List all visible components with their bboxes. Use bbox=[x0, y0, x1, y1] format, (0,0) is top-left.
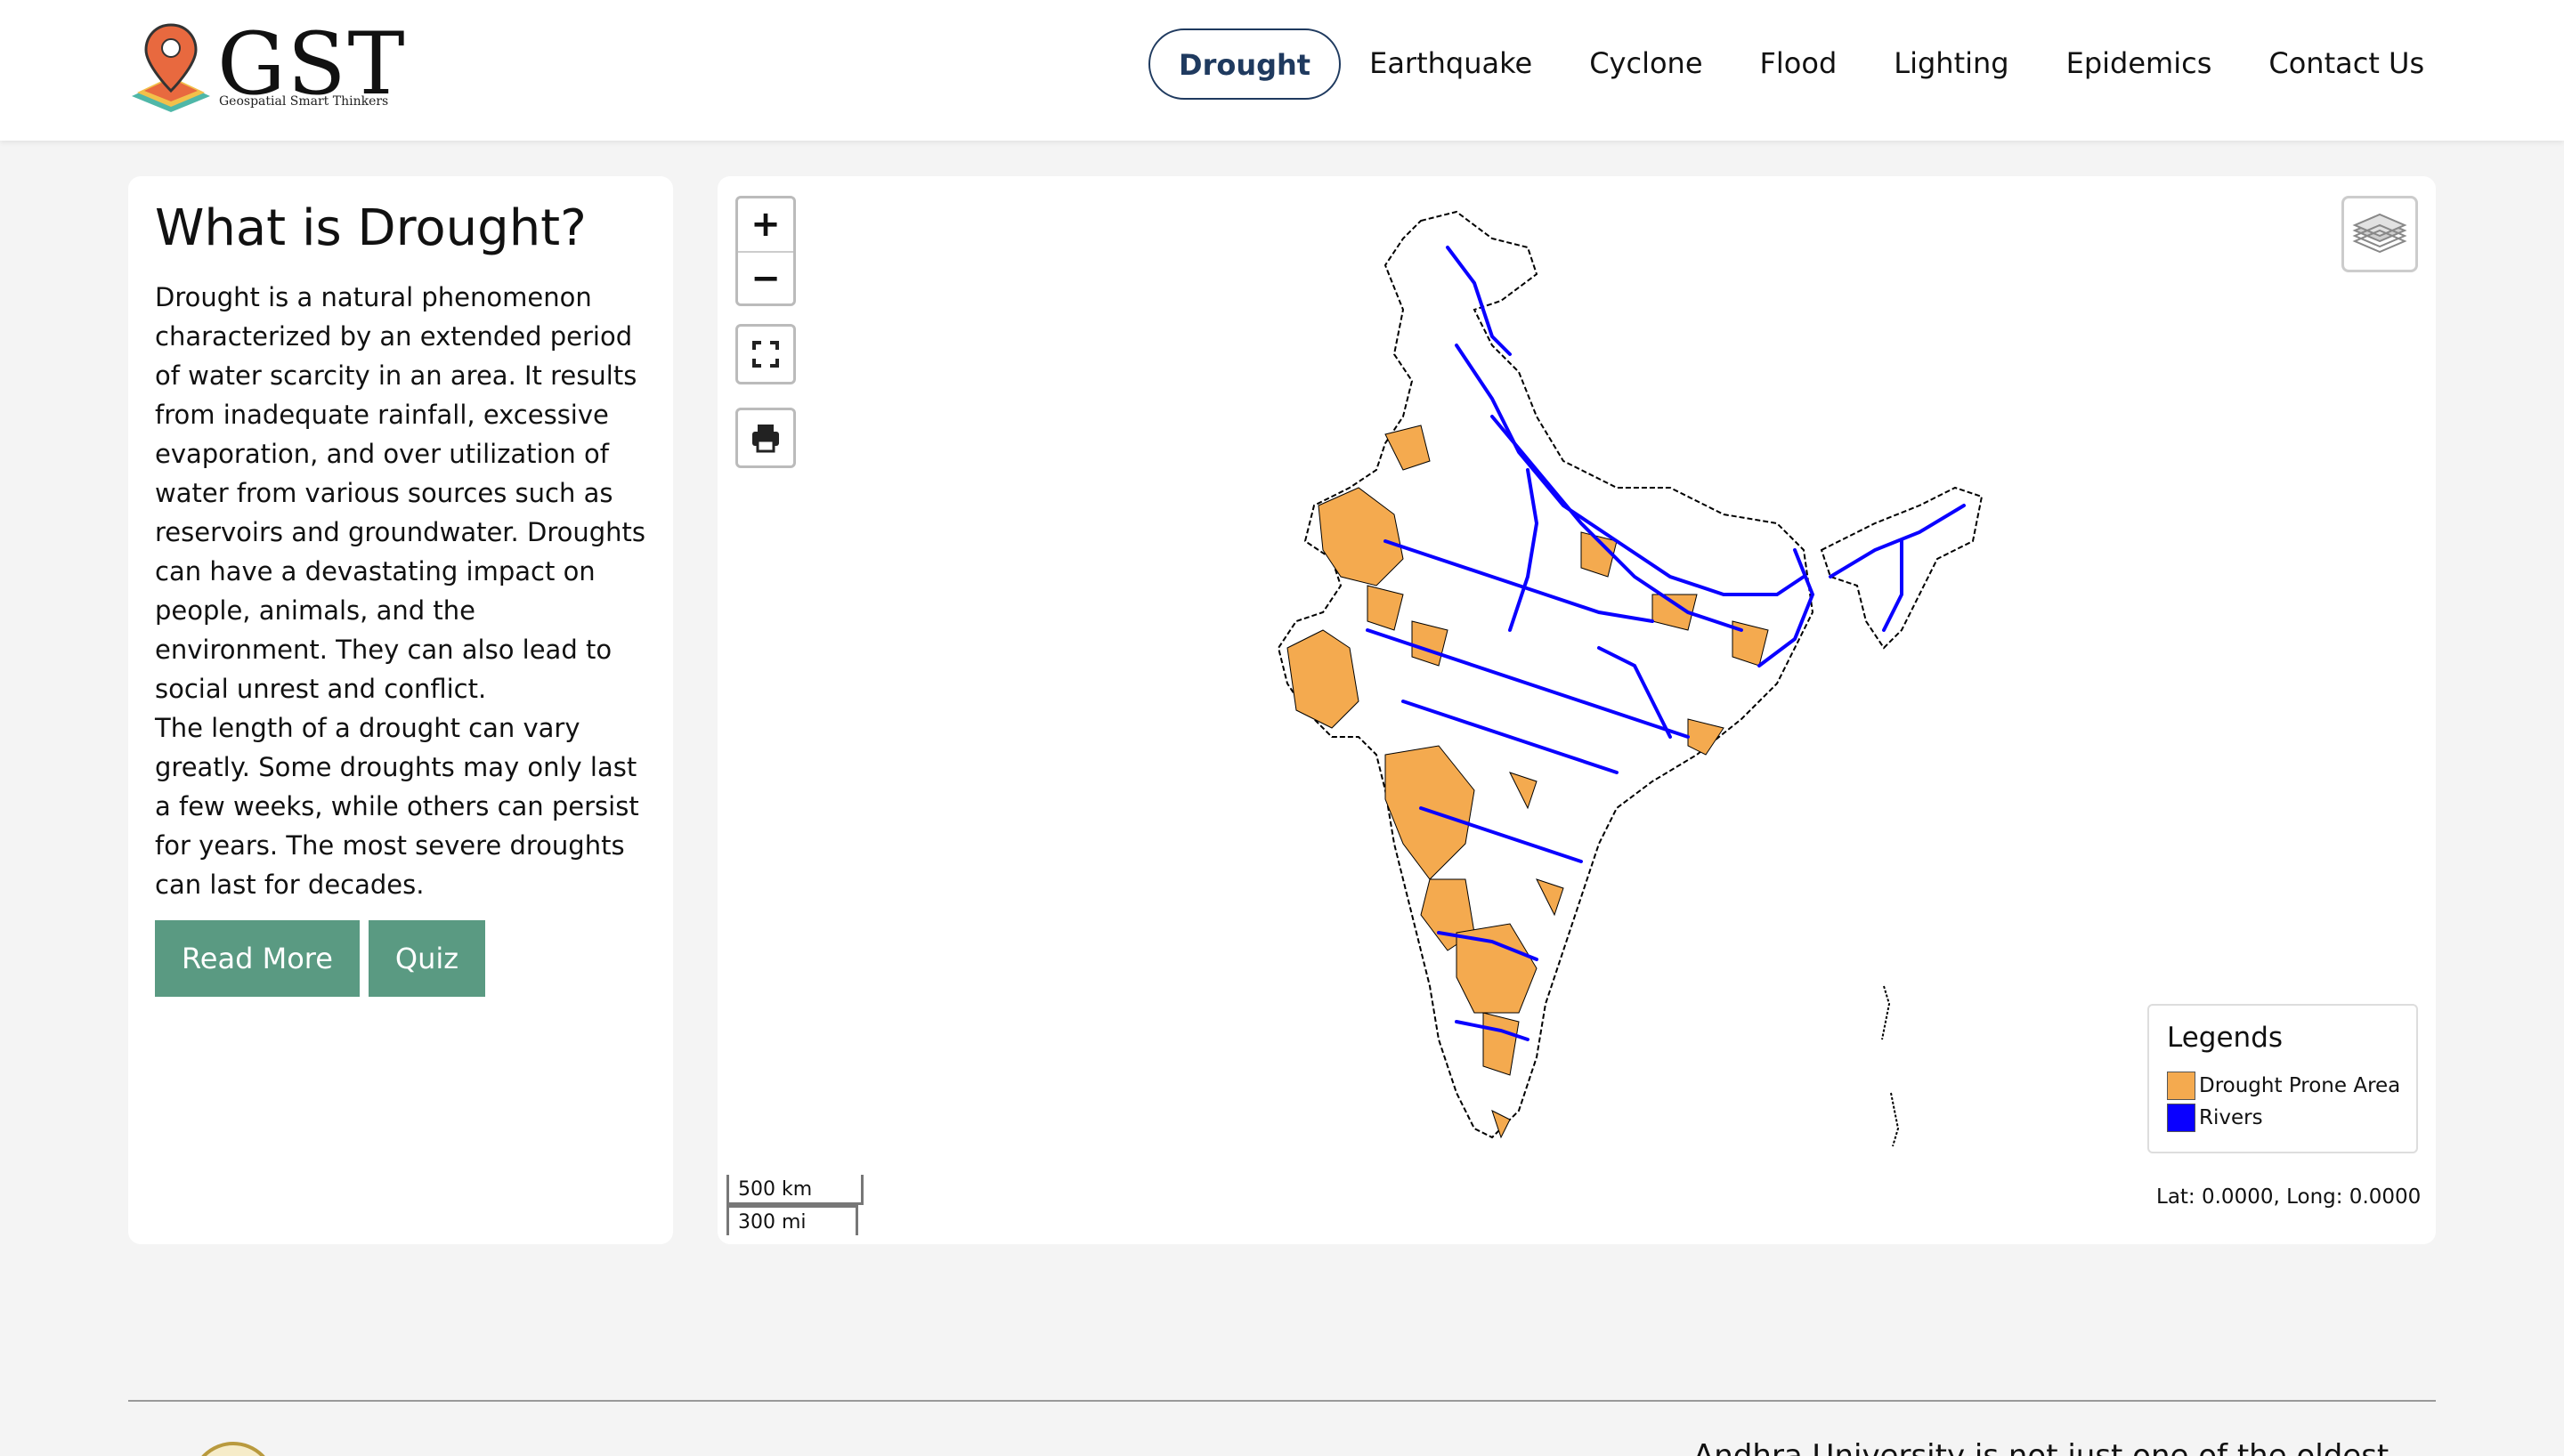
legend-item-drought: Drought Prone Area bbox=[2167, 1072, 2400, 1100]
quiz-button[interactable]: Quiz bbox=[368, 920, 486, 997]
site-logo[interactable]: GST Geospatial Smart Thinkers bbox=[128, 20, 404, 117]
nav-drought[interactable]: Drought bbox=[1148, 28, 1342, 100]
footer-divider bbox=[128, 1400, 2436, 1402]
layers-icon bbox=[2352, 213, 2407, 254]
map-panel[interactable]: + − bbox=[718, 176, 2436, 1244]
coordinate-readout: Lat: 0.0000, Long: 0.0000 bbox=[2156, 1185, 2422, 1209]
zoom-in-button[interactable]: + bbox=[751, 204, 781, 245]
rivers-swatch bbox=[2167, 1104, 2195, 1132]
legend-rivers-label: Rivers bbox=[2199, 1106, 2263, 1129]
nav-earthquake[interactable]: Earthquake bbox=[1369, 46, 1533, 80]
india-map[interactable] bbox=[1118, 203, 2008, 1200]
drought-swatch bbox=[2167, 1072, 2195, 1100]
info-title: What is Drought? bbox=[155, 199, 587, 257]
nav-epidemics[interactable]: Epidemics bbox=[2065, 46, 2212, 80]
info-paragraph-1: Drought is a natural phenomenon characte… bbox=[155, 282, 645, 704]
india-boundary bbox=[1277, 210, 1814, 1139]
nav-lighting[interactable]: Lighting bbox=[1894, 46, 2009, 80]
printer-icon bbox=[752, 425, 779, 453]
rivers bbox=[1366, 246, 1966, 1041]
main-nav: Drought Earthquake Cyclone Flood Lightin… bbox=[1148, 28, 2453, 100]
site-header: GST Geospatial Smart Thinkers Drought Ea… bbox=[0, 0, 2564, 141]
university-seal bbox=[191, 1442, 276, 1456]
zoom-out-button[interactable]: − bbox=[738, 251, 793, 303]
map-legend: Legends Drought Prone Area Rivers bbox=[2147, 1004, 2418, 1153]
read-more-button[interactable]: Read More bbox=[155, 920, 360, 997]
footer-text: Andhra University is not just one of the… bbox=[1693, 1438, 2390, 1456]
brand-tagline: Geospatial Smart Thinkers bbox=[219, 94, 389, 109]
print-button[interactable] bbox=[735, 408, 796, 468]
legend-item-rivers: Rivers bbox=[2167, 1104, 2263, 1132]
logo-pin-icon bbox=[132, 23, 210, 112]
brand-name: GST bbox=[217, 14, 407, 114]
scale-mi: 300 mi bbox=[726, 1205, 858, 1235]
layers-button[interactable] bbox=[2341, 196, 2418, 272]
drought-areas bbox=[1286, 425, 1769, 1139]
nav-contact-us[interactable]: Contact Us bbox=[2268, 46, 2425, 80]
legend-drought-label: Drought Prone Area bbox=[2199, 1074, 2401, 1097]
info-body: Drought is a natural phenomenon characte… bbox=[155, 278, 653, 904]
map-scale: 500 km 300 mi bbox=[726, 1175, 869, 1237]
zoom-control: + − bbox=[735, 196, 796, 306]
nav-cyclone[interactable]: Cyclone bbox=[1589, 46, 1703, 80]
scale-km: 500 km bbox=[726, 1175, 864, 1205]
info-card: What is Drought? Drought is a natural ph… bbox=[128, 176, 673, 1244]
legend-title: Legends bbox=[2167, 1022, 2284, 1054]
info-paragraph-2: The length of a drought can vary greatly… bbox=[155, 713, 639, 900]
andaman-islands bbox=[1881, 985, 1900, 1147]
info-buttons: Read More Quiz bbox=[155, 920, 486, 997]
nav-flood[interactable]: Flood bbox=[1759, 46, 1838, 80]
fullscreen-button[interactable] bbox=[735, 324, 796, 384]
fullscreen-icon bbox=[752, 341, 779, 368]
